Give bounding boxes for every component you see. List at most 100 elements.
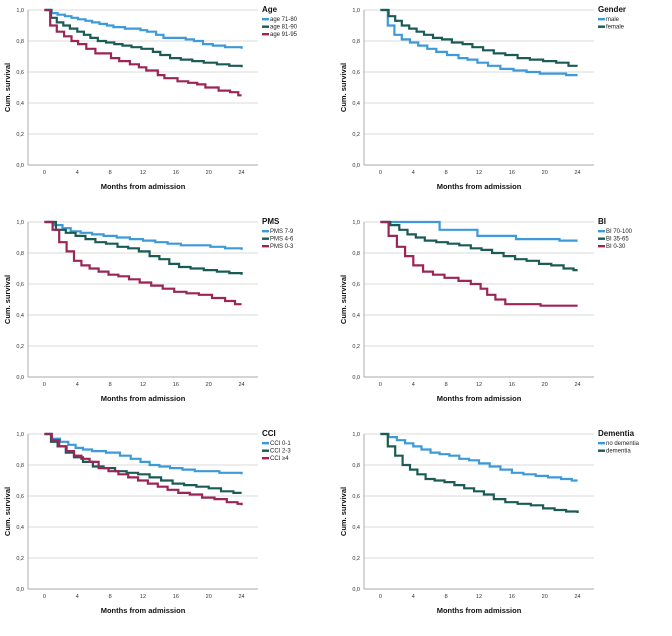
x-tick-label: 8 bbox=[109, 170, 112, 176]
chart-panel-dementia: 0,0 0,2 0,4 0,6 0,8 1,0 0 4 8 12 16 20 24 Months from… bbox=[339, 429, 640, 615]
x-tick-label: 24 bbox=[239, 594, 245, 600]
x-tick-label: 24 bbox=[239, 382, 245, 388]
y-axis-label: Cum. survival bbox=[339, 487, 348, 536]
x-axis-label: Months from admission bbox=[101, 394, 186, 403]
x-tick-label: 20 bbox=[206, 170, 212, 176]
y-tick-label: 0,6 bbox=[16, 494, 24, 500]
y-tick-label: 0,2 bbox=[352, 344, 360, 350]
survival-curve-bi-70-100 bbox=[380, 220, 578, 242]
x-tick-label: 8 bbox=[109, 382, 112, 388]
x-tick-label: 24 bbox=[575, 382, 581, 388]
legend-entry: CCI ≥4 bbox=[270, 456, 289, 462]
y-axis-label: Cum. survival bbox=[3, 487, 12, 536]
legend-entry: age 71-80 bbox=[270, 17, 298, 23]
survival-curve-cci-2-3 bbox=[44, 432, 242, 494]
survival-curve-dementia bbox=[380, 432, 579, 513]
x-tick-label: 16 bbox=[509, 382, 515, 388]
legend-entry: age 81-90 bbox=[270, 25, 298, 31]
y-tick-label: 0,2 bbox=[16, 556, 24, 562]
legend-entry: CCI 0-1 bbox=[270, 441, 291, 447]
y-tick-label: 1,0 bbox=[16, 8, 24, 14]
x-tick-label: 8 bbox=[445, 594, 448, 600]
legend-title: CCI bbox=[262, 429, 276, 438]
x-tick-label: 4 bbox=[76, 170, 79, 176]
x-tick-label: 24 bbox=[575, 170, 581, 176]
y-tick-label: 0,2 bbox=[16, 344, 24, 350]
y-tick-label: 0,2 bbox=[352, 132, 360, 138]
x-tick-label: 4 bbox=[412, 170, 415, 176]
x-tick-label: 12 bbox=[140, 170, 146, 176]
survival-curve-age-81-90 bbox=[44, 8, 243, 68]
y-tick-label: 0,0 bbox=[16, 375, 24, 381]
legend-title: Dementia bbox=[598, 429, 635, 438]
x-tick-label: 16 bbox=[173, 170, 179, 176]
x-tick-label: 20 bbox=[206, 594, 212, 600]
survival-curve-bi-0-30 bbox=[380, 220, 578, 307]
y-tick-label: 0,8 bbox=[16, 463, 24, 469]
survival-curve-age-71-80 bbox=[44, 8, 243, 49]
y-tick-label: 0,0 bbox=[16, 587, 24, 593]
x-tick-label: 16 bbox=[509, 594, 515, 600]
y-tick-label: 0,4 bbox=[16, 525, 24, 531]
x-tick-label: 20 bbox=[206, 382, 212, 388]
y-tick-label: 0,0 bbox=[352, 375, 360, 381]
x-tick-label: 4 bbox=[76, 382, 79, 388]
y-axis-label: Cum. survival bbox=[339, 275, 348, 324]
y-axis-label: Cum. survival bbox=[3, 63, 12, 112]
y-tick-label: 0,0 bbox=[352, 163, 360, 169]
y-axis-label: Cum. survival bbox=[3, 275, 12, 324]
y-tick-label: 0,6 bbox=[352, 282, 360, 288]
x-axis-label: Months from admission bbox=[437, 606, 522, 615]
y-tick-label: 0,4 bbox=[352, 101, 360, 107]
legend-title: PMS bbox=[262, 217, 280, 226]
legend-entry: BI 0-30 bbox=[606, 244, 626, 250]
y-axis-label: Cum. survival bbox=[339, 63, 348, 112]
x-axis-label: Months from admission bbox=[101, 182, 186, 191]
x-tick-label: 4 bbox=[412, 382, 415, 388]
y-tick-label: 0,8 bbox=[352, 463, 360, 469]
legend-title: Age bbox=[262, 5, 278, 14]
x-tick-label: 4 bbox=[76, 594, 79, 600]
survival-curve-pms-0-3 bbox=[44, 220, 242, 306]
legend-entry: no dementia bbox=[606, 441, 640, 447]
x-axis-label: Months from admission bbox=[101, 606, 186, 615]
x-tick-label: 16 bbox=[509, 170, 515, 176]
y-tick-label: 1,0 bbox=[16, 220, 24, 226]
legend-entry: PMS 4-6 bbox=[270, 237, 294, 243]
x-tick-label: 16 bbox=[173, 382, 179, 388]
y-tick-label: 0,8 bbox=[16, 251, 24, 257]
x-axis-label: Months from admission bbox=[437, 394, 522, 403]
x-tick-label: 8 bbox=[109, 594, 112, 600]
legend-entry: PMS 0-3 bbox=[270, 244, 294, 250]
chart-panel-age: 0,0 0,2 0,4 0,6 0,8 1,0 0 4 8 12 16 20 24 Months from… bbox=[3, 5, 298, 191]
survival-curve-bi-35-65 bbox=[380, 220, 578, 272]
legend-title: BI bbox=[598, 217, 606, 226]
survival-curve-cci-4 bbox=[44, 432, 243, 506]
x-tick-label: 0 bbox=[43, 170, 46, 176]
survival-curve-female bbox=[380, 8, 578, 67]
y-tick-label: 0,8 bbox=[352, 251, 360, 257]
y-tick-label: 0,4 bbox=[16, 101, 24, 107]
x-axis-label: Months from admission bbox=[437, 182, 522, 191]
y-tick-label: 0,0 bbox=[352, 587, 360, 593]
survival-curve-no-dementia bbox=[380, 432, 578, 482]
x-tick-label: 20 bbox=[542, 382, 548, 388]
y-tick-label: 0,4 bbox=[352, 525, 360, 531]
y-tick-label: 1,0 bbox=[352, 432, 360, 438]
legend-entry: age 91-95 bbox=[270, 32, 298, 38]
survival-curve-male bbox=[380, 8, 578, 77]
y-tick-label: 0,8 bbox=[16, 39, 24, 45]
x-tick-label: 12 bbox=[476, 382, 482, 388]
survival-curve-age-91-95 bbox=[44, 8, 242, 97]
survival-curve-pms-4-6 bbox=[44, 220, 243, 275]
survival-curve-cci-0-1 bbox=[44, 432, 243, 475]
legend-entry: BI 35-65 bbox=[606, 237, 629, 243]
x-tick-label: 12 bbox=[476, 170, 482, 176]
x-tick-label: 20 bbox=[542, 170, 548, 176]
chart-panel-cci: 0,0 0,2 0,4 0,6 0,8 1,0 0 4 8 12 16 20 24 Months from… bbox=[3, 429, 291, 615]
y-tick-label: 0,6 bbox=[352, 70, 360, 76]
x-tick-label: 12 bbox=[476, 594, 482, 600]
chart-panel-pms: 0,0 0,2 0,4 0,6 0,8 1,0 0 4 8 12 16 20 24 Months from… bbox=[3, 217, 294, 403]
legend-entry: dementia bbox=[606, 449, 631, 455]
